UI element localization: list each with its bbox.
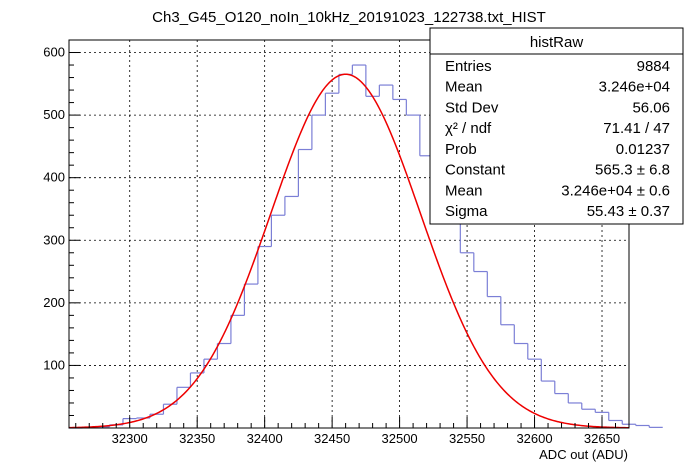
stats-box-title: histRaw: [530, 34, 584, 51]
x-tick-label: 32450: [314, 431, 350, 446]
stats-row-value: 71.41 / 47: [603, 120, 670, 137]
y-tick-label: 100: [43, 357, 65, 372]
x-tick-label: 32300: [112, 431, 148, 446]
y-tick-label: 200: [43, 295, 65, 310]
stats-row-label: Prob: [445, 141, 477, 158]
plot-frame: [68, 39, 630, 429]
stats-row-label: Mean: [445, 79, 483, 96]
chart-title: Ch3_G45_O120_noIn_10kHz_20191023_122738.…: [152, 9, 546, 26]
stats-box: histRaw Entries 9884 Mean 3.246e+04 Std Dev 5…: [429, 27, 684, 225]
stats-box-frame: [429, 27, 684, 225]
stats-row-value: 0.01237: [616, 141, 670, 158]
y-axis-ticks: 100 200 300 400 500 600: [43, 39, 80, 429]
stats-row-label: Constant: [445, 162, 506, 179]
stats-row-value: 3.246e+04: [599, 79, 670, 96]
gaussian-fit-curve: [68, 73, 630, 429]
stats-row-value: 565.3 ± 6.8: [595, 162, 670, 179]
stats-row-value: 56.06: [632, 99, 670, 116]
stats-row-label: χ² / ndf: [445, 120, 492, 137]
x-axis-title: ADC out (ADU): [539, 447, 628, 462]
stats-row-label: Sigma: [445, 203, 488, 220]
x-tick-label: 32650: [584, 431, 620, 446]
stats-row-label: Mean: [445, 182, 483, 199]
y-tick-label: 600: [43, 45, 65, 60]
x-tick-label: 32500: [382, 431, 418, 446]
y-tick-label: 500: [43, 107, 65, 122]
x-tick-label: 32350: [179, 431, 215, 446]
x-tick-label: 32550: [449, 431, 485, 446]
x-axis-ticks: 32300 32350 32400 32450 32500 32550 32600 32650: [75, 417, 630, 446]
stats-row-value: 9884: [637, 58, 670, 75]
stats-box-rows: Entries 9884 Mean 3.246e+04 Std Dev 56.06 χ² /…: [445, 58, 670, 220]
stats-row-label: Std Dev: [445, 99, 499, 116]
stats-row-value: 55.43 ± 0.37: [587, 203, 670, 220]
stats-row-value: 3.246e+04 ± 0.6: [561, 182, 670, 199]
y-tick-label: 400: [43, 170, 65, 185]
y-tick-label: 300: [43, 232, 65, 247]
gaussian-fit-series: [68, 73, 630, 429]
x-tick-label: 32400: [247, 431, 283, 446]
stats-row-label: Entries: [445, 58, 492, 75]
x-tick-label: 32600: [516, 431, 552, 446]
